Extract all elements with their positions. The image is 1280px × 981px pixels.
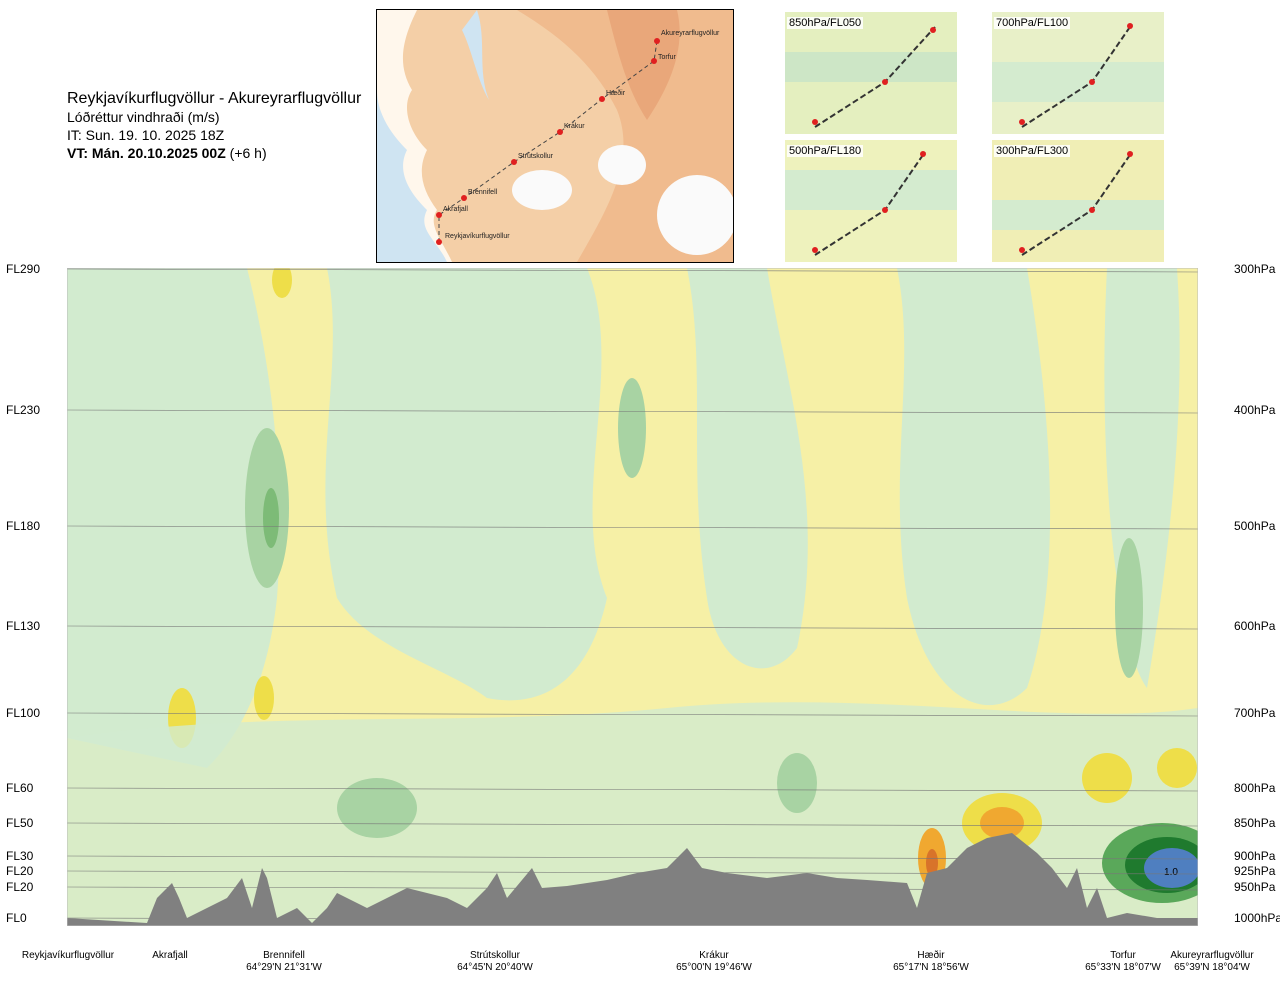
level-line [66,787,1199,792]
station-label: Hæðir 65°17'N 18°56'W [871,950,991,974]
flight-level-label: FL30 [6,849,34,863]
thumbnail-300-label: 300hPa/FL300 [994,145,1071,157]
station-name: Akrafjall [152,950,188,961]
pressure-level-label: 850hPa [1234,816,1276,830]
flight-level-label: FL20 [6,880,34,894]
route-point-label: Akureyrarflugvöllur [661,30,720,37]
station-coord: 65°17'N 18°56'W [893,962,969,973]
flight-level-label: FL130 [6,619,41,633]
pressure-level-label: 1000hPa [1234,911,1280,925]
thumbnail-700-svg [992,12,1164,134]
thumbnail-700[interactable]: 700hPa/FL100 [992,12,1164,134]
route-point-marker [654,38,660,44]
chart-subtitle: Lóðréttur vindhraði (m/s) [67,109,220,125]
station-label: Krákur 65°00'N 19°46'W [654,950,774,974]
valid-time-offset: (+6 h) [229,145,267,161]
init-time: IT: Sun. 19. 10. 2025 18Z [67,127,225,143]
station-name: Hæðir [917,950,945,961]
route-point-marker [461,195,467,201]
flight-level-label: FL20 [6,864,34,878]
station-label: Strútskollur 64°45'N 20°40'W [435,950,555,974]
route-point-label: Torfur [658,54,677,61]
route-point-marker [599,96,605,102]
station-name: Strútskollur [469,950,520,961]
station-label: Akrafjall [110,950,230,962]
station-coord: 65°33'N 18°07'W [1085,962,1161,973]
station-coord: 64°45'N 20°40'W [457,962,533,973]
chart-header: Reykjavíkurflugvöllur - Akureyrarflugvöl… [67,90,361,162]
station-label: Torfur 65°33'N 18°07'W [1063,950,1183,974]
station-coord: 65°39'N 18°04'W [1174,962,1250,973]
valid-time: VT: Mán. 20.10.2025 00Z (+6 h) [67,144,361,162]
station-coord: 65°00'N 19°46'W [676,962,752,973]
flight-level-label: FL100 [6,706,41,720]
level-line [66,409,1199,414]
pressure-level-label: 800hPa [1234,781,1276,795]
station-name: Reykjavíkurflugvöllur [21,950,115,961]
cross-section-svg: 1.0 [66,262,1222,927]
route-points: Akureyrarflugvöllur Torfur Hæðir Krákur Strú… [436,30,720,245]
flight-level-label: FL180 [6,519,41,533]
route-point-label: Krákur [564,123,585,130]
thumbnail-500-svg [785,140,957,262]
level-line [66,712,1199,717]
station-coord: 64°29'N 21°31'W [246,962,322,973]
pressure-level-label: 900hPa [1234,849,1276,863]
thumbnail-700-label: 700hPa/FL100 [994,17,1071,29]
pressure-level-label: 700hPa [1234,706,1276,720]
flight-level-label: FL290 [6,262,41,276]
route-map-svg: Akureyrarflugvöllur Torfur Hæðir Krákur Strú… [377,10,733,262]
level-line [66,268,1199,273]
pressure-level-label: 600hPa [1234,619,1276,633]
terrain-profile [67,833,1198,926]
pressure-level-label: 500hPa [1234,519,1276,533]
flight-level-label: FL0 [6,911,27,925]
route-point-label: Akrafjall [443,206,468,213]
flight-level-label: FL230 [6,403,41,417]
cross-section-plot: 1.0 [66,262,1222,927]
level-line [66,525,1199,530]
pressure-level-label: 400hPa [1234,403,1276,417]
route-line [438,40,658,242]
station-name: Torfur [1110,950,1136,961]
station-label: Reykjavíkurflugvöllur [8,950,128,962]
station-name: Brennifell [263,950,305,961]
route-point-marker [436,212,442,218]
thumbnail-850-svg [785,12,957,134]
route-point-label: Reykjavíkurflugvöllur [445,233,510,240]
station-label: Akureyrarflugvöllur 65°39'N 18°04'W [1152,950,1272,974]
route-map: Akureyrarflugvöllur Torfur Hæðir Krákur Strú… [376,9,734,263]
pressure-level-label: 300hPa [1234,262,1276,276]
thumbnail-300-svg [992,140,1164,262]
route-point-marker [651,58,657,64]
route-point-label: Hæðir [606,89,626,97]
route-point-label: Strútskollur [518,153,554,160]
route-point-marker [511,159,517,165]
chart-title: Reykjavíkurflugvöllur - Akureyrarflugvöl… [67,90,362,107]
thumbnail-300[interactable]: 300hPa/FL300 [992,140,1164,262]
thumbnail-500[interactable]: 500hPa/FL180 [785,140,957,262]
thumbnail-500-label: 500hPa/FL180 [787,145,864,157]
station-label: Brennifell 64°29'N 21°31'W [224,950,344,974]
pressure-level-label: 925hPa [1234,864,1276,878]
thumbnail-850-label: 850hPa/FL050 [787,17,864,29]
flight-level-label: FL50 [6,816,34,830]
station-name: Krákur [699,950,729,961]
route-point-label: Brennifell [468,189,498,196]
pressure-level-label: 950hPa [1234,880,1276,894]
thumbnail-850[interactable]: 850hPa/FL050 [785,12,957,134]
level-line [66,822,1199,827]
flight-level-label: FL60 [6,781,34,795]
route-point-marker [557,129,563,135]
level-line [66,625,1199,630]
valid-time-bold: VT: Mán. 20.10.2025 00Z [67,145,226,161]
station-name: Akureyrarflugvöllur [1170,950,1254,961]
route-point-marker [436,239,442,245]
contour-label: 1.0 [1164,867,1178,878]
